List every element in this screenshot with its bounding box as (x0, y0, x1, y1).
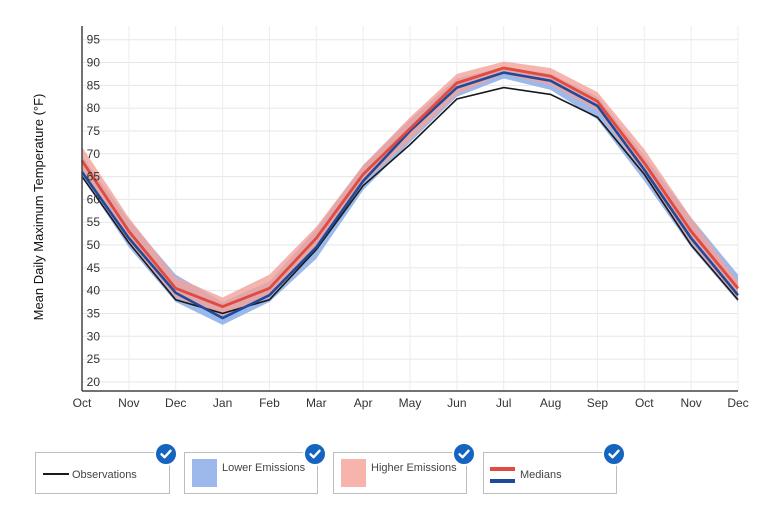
x-tick-label: Dec (165, 396, 186, 410)
x-tick-label: Mar (306, 396, 327, 410)
y-tick-label: 95 (87, 33, 101, 47)
y-tick-label: 60 (87, 192, 101, 206)
x-tick-label: Sep (587, 396, 609, 410)
legend-label: Higher Emissions (371, 462, 457, 474)
higher-emissions-median-line (80, 66, 740, 309)
series-lines (80, 66, 740, 320)
y-tick-label: 65 (87, 170, 101, 184)
x-tick-labels: Oct Nov Dec Jan Feb Mar Apr May Jun Jul Aug Sep Oct N… (73, 396, 749, 410)
y-tick-label: 75 (87, 124, 101, 138)
y-tick-label: 85 (87, 78, 101, 92)
y-tick-label: 55 (87, 215, 101, 229)
y-tick-label: 25 (87, 352, 101, 366)
check-icon[interactable] (602, 442, 626, 466)
y-axis-label: Mean Daily Maximum Temperature (°F) (31, 94, 46, 321)
x-tick-label: Nov (118, 396, 139, 410)
legend-lower-emissions[interactable]: Lower Emissions (184, 442, 327, 494)
y-tick-label: 70 (87, 147, 101, 161)
y-tick-label: 20 (87, 375, 101, 389)
lower-emissions-swatch-icon (192, 459, 217, 487)
x-tick-label: Jan (213, 396, 232, 410)
legend-observations[interactable]: Observations (35, 442, 178, 494)
higher-emissions-swatch-icon (341, 459, 366, 487)
x-tick-label: Oct (73, 396, 92, 410)
x-tick-label: Aug (540, 396, 561, 410)
grid (81, 26, 739, 391)
y-tick-label: 40 (87, 284, 101, 298)
y-tick-label: 50 (87, 238, 101, 252)
legend-label: Lower Emissions (222, 462, 306, 474)
legend-higher-emissions[interactable]: Higher Emissions (333, 442, 476, 494)
axes (81, 26, 738, 392)
y-tick-label: 30 (87, 329, 101, 343)
check-icon[interactable] (154, 442, 178, 466)
y-tick-label: 35 (87, 306, 101, 320)
lower-median-swatch-icon (490, 479, 515, 483)
x-tick-label: Dec (727, 396, 748, 410)
observations-line-icon (43, 473, 69, 475)
lower-emissions-median-line (80, 71, 740, 320)
check-icon[interactable] (452, 442, 476, 466)
x-tick-label: Feb (259, 396, 280, 410)
x-tick-label: Oct (635, 396, 654, 410)
legend-label: Medians (520, 469, 562, 481)
observations-line (81, 86, 739, 315)
temperature-chart: 20 25 30 35 40 45 50 55 60 65 70 75 80 85 90 95 Oct Nov D… (31, 26, 749, 410)
y-tick-label: 90 (87, 56, 101, 70)
x-tick-label: Jun (447, 396, 466, 410)
legend-medians[interactable]: Medians (483, 442, 626, 494)
y-tick-labels: 20 25 30 35 40 45 50 55 60 65 70 75 80 85 90 95 (87, 33, 101, 389)
check-icon[interactable] (303, 442, 327, 466)
x-tick-label: Apr (354, 396, 373, 410)
x-tick-label: Nov (680, 396, 701, 410)
x-tick-label: May (399, 396, 422, 410)
y-tick-label: 45 (87, 261, 101, 275)
higher-median-swatch-icon (490, 467, 515, 471)
legend-label: Observations (72, 469, 137, 481)
y-tick-label: 80 (87, 101, 101, 115)
x-tick-label: Jul (496, 396, 511, 410)
